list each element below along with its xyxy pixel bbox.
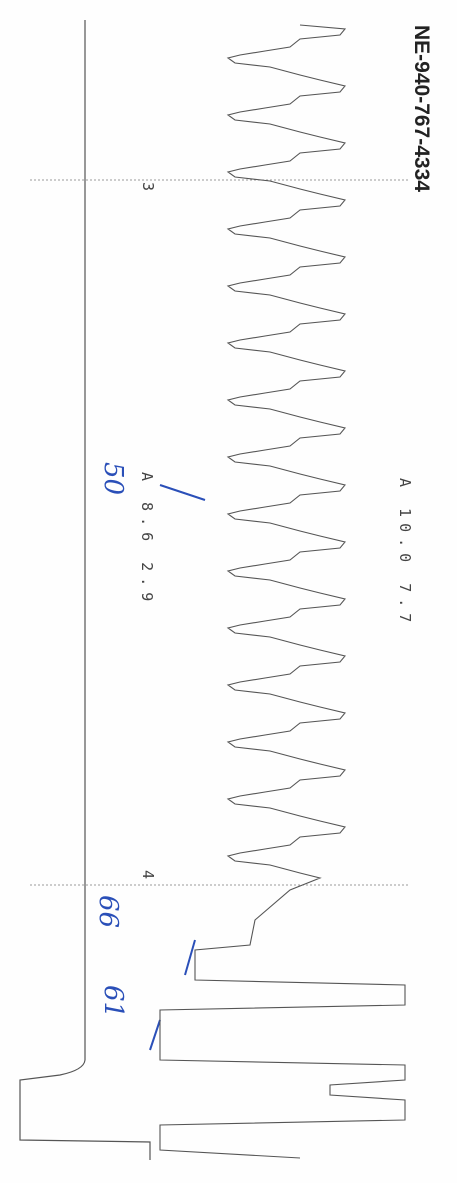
marker: 4 xyxy=(139,870,157,885)
handwritten-strokes xyxy=(149,484,206,1051)
handwritten-note: 66 xyxy=(93,895,123,928)
handwritten-note: 61 xyxy=(98,985,128,1018)
record-id: NE-940-767-4334 xyxy=(410,25,433,192)
waveform-trace xyxy=(159,24,406,1159)
reading: A 10.0 7.7 xyxy=(396,478,414,628)
handwritten-note: 50 xyxy=(98,462,128,495)
baseline-trace xyxy=(19,20,151,1160)
reading: A 8.6 2.9 xyxy=(138,472,156,607)
marker: 3 xyxy=(139,182,157,197)
